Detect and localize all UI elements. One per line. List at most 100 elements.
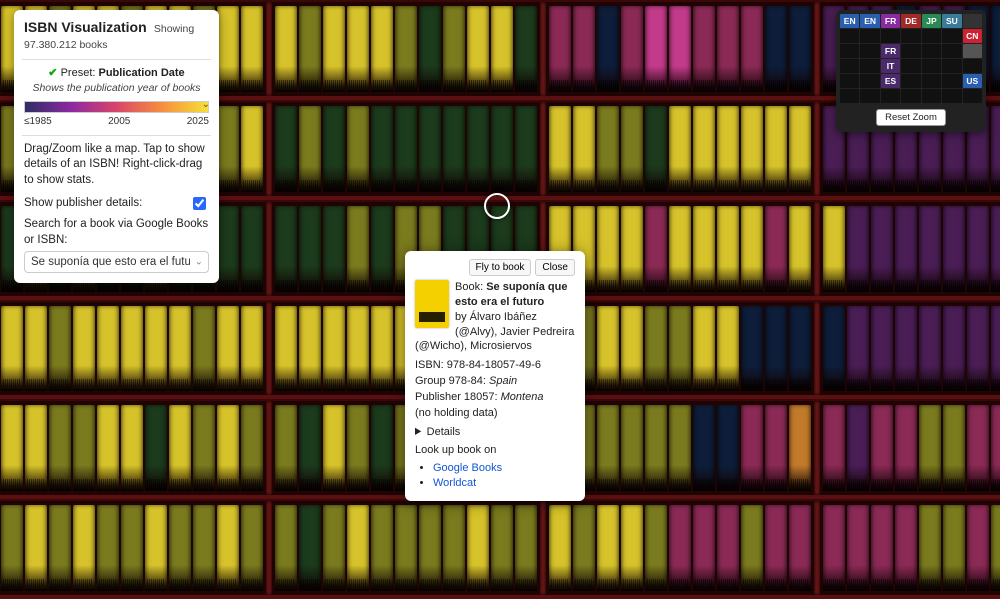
book-spine[interactable] <box>145 405 167 491</box>
fly-to-book-button[interactable]: Fly to book <box>469 259 532 276</box>
book-spine[interactable] <box>871 405 893 491</box>
minimap-cell[interactable] <box>942 89 961 103</box>
book-spine[interactable] <box>717 106 739 192</box>
book-spine[interactable] <box>241 405 263 491</box>
book-spine[interactable] <box>621 306 643 392</box>
book-spine[interactable] <box>371 206 393 292</box>
minimap-cell[interactable] <box>840 44 859 58</box>
book-spine[interactable] <box>371 106 393 192</box>
book-spine[interactable] <box>347 6 369 92</box>
book-spine[interactable] <box>371 405 393 491</box>
book-spine[interactable] <box>789 206 811 292</box>
minimap-cell[interactable] <box>922 44 941 58</box>
book-spine[interactable] <box>121 405 143 491</box>
book-spine[interactable] <box>871 306 893 392</box>
book-spine[interactable] <box>621 405 643 491</box>
minimap-cell[interactable] <box>901 29 920 43</box>
book-spine[interactable] <box>765 106 787 192</box>
book-spine[interactable] <box>823 405 845 491</box>
minimap-cell-en[interactable]: EN <box>860 14 879 28</box>
book-spine[interactable] <box>491 505 513 591</box>
minimap-cell[interactable] <box>963 44 982 58</box>
book-spine[interactable] <box>621 206 643 292</box>
book-spine[interactable] <box>717 405 739 491</box>
book-spine[interactable] <box>895 405 917 491</box>
minimap-cell-de[interactable]: DE <box>901 14 920 28</box>
minimap-cell[interactable] <box>840 29 859 43</box>
minimap-cell-fr[interactable]: FR <box>881 44 900 58</box>
book-spine[interactable] <box>145 505 167 591</box>
book-spine[interactable] <box>741 106 763 192</box>
minimap-cell-fr[interactable]: FR <box>881 14 900 28</box>
book-spine[interactable] <box>943 206 965 292</box>
book-spine[interactable] <box>669 6 691 92</box>
book-spine[interactable] <box>323 206 345 292</box>
book-spine[interactable] <box>73 306 95 392</box>
book-spine[interactable] <box>193 505 215 591</box>
close-button[interactable]: Close <box>535 259 575 276</box>
book-spine[interactable] <box>919 405 941 491</box>
minimap-cell[interactable] <box>963 89 982 103</box>
book-spine[interactable] <box>597 306 619 392</box>
book-spine[interactable] <box>323 306 345 392</box>
book-spine[interactable] <box>1 505 23 591</box>
minimap-cell[interactable] <box>901 74 920 88</box>
book-spine[interactable] <box>991 505 1000 591</box>
book-spine[interactable] <box>49 405 71 491</box>
book-spine[interactable] <box>419 505 441 591</box>
book-spine[interactable] <box>395 505 417 591</box>
book-spine[interactable] <box>847 306 869 392</box>
minimap-cell[interactable] <box>922 89 941 103</box>
book-spine[interactable] <box>991 405 1000 491</box>
book-spine[interactable] <box>443 505 465 591</box>
book-spine[interactable] <box>597 206 619 292</box>
book-spine[interactable] <box>645 306 667 392</box>
book-spine[interactable] <box>823 505 845 591</box>
book-spine[interactable] <box>765 405 787 491</box>
book-spine[interactable] <box>943 505 965 591</box>
book-spine[interactable] <box>193 306 215 392</box>
book-spine[interactable] <box>871 206 893 292</box>
minimap-cell[interactable] <box>922 59 941 73</box>
book-spine[interactable] <box>765 206 787 292</box>
book-spine[interactable] <box>121 306 143 392</box>
book-spine[interactable] <box>25 405 47 491</box>
book-spine[interactable] <box>25 306 47 392</box>
book-spine[interactable] <box>919 206 941 292</box>
book-spine[interactable] <box>573 6 595 92</box>
book-spine[interactable] <box>765 6 787 92</box>
book-spine[interactable] <box>573 505 595 591</box>
minimap-cell[interactable] <box>942 74 961 88</box>
book-spine[interactable] <box>741 405 763 491</box>
minimap-cell[interactable] <box>881 29 900 43</box>
minimap-cell[interactable] <box>963 14 982 28</box>
book-spine[interactable] <box>645 106 667 192</box>
book-spine[interactable] <box>693 6 715 92</box>
book-spine[interactable] <box>693 106 715 192</box>
book-spine[interactable] <box>967 405 989 491</box>
book-spine[interactable] <box>967 306 989 392</box>
book-spine[interactable] <box>275 405 297 491</box>
book-spine[interactable] <box>49 306 71 392</box>
book-spine[interactable] <box>847 405 869 491</box>
reset-zoom-button[interactable]: Reset Zoom <box>876 109 946 126</box>
book-spine[interactable] <box>549 106 571 192</box>
book-spine[interactable] <box>669 405 691 491</box>
book-spine[interactable] <box>395 6 417 92</box>
book-spine[interactable] <box>217 306 239 392</box>
minimap-cell[interactable] <box>860 89 879 103</box>
book-spine[interactable] <box>299 6 321 92</box>
book-spine[interactable] <box>193 405 215 491</box>
book-spine[interactable] <box>693 505 715 591</box>
book-spine[interactable] <box>491 6 513 92</box>
book-spine[interactable] <box>693 206 715 292</box>
book-spine[interactable] <box>299 306 321 392</box>
book-spine[interactable] <box>895 206 917 292</box>
book-spine[interactable] <box>991 106 1000 192</box>
book-spine[interactable] <box>765 306 787 392</box>
book-spine[interactable] <box>621 505 643 591</box>
minimap-cell-jp[interactable]: JP <box>922 14 941 28</box>
book-spine[interactable] <box>789 405 811 491</box>
book-spine[interactable] <box>847 206 869 292</box>
book-spine[interactable] <box>371 6 393 92</box>
